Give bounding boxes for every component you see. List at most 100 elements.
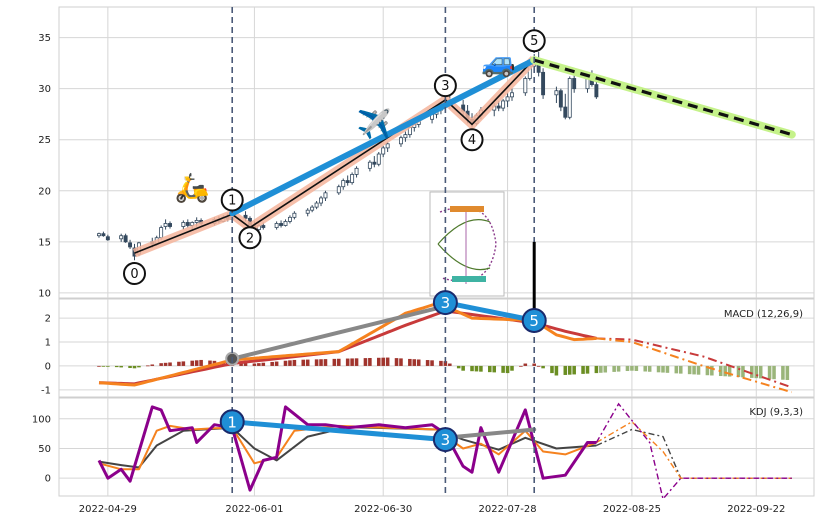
wave-markers: 0 1 2 3 4 5 3 5 1 3 <box>123 29 547 453</box>
y-tick-label: 25 <box>38 135 51 146</box>
y-tick-label: 0 <box>45 361 51 372</box>
candle-body <box>367 161 372 169</box>
candle-body <box>119 235 124 240</box>
macd-histogram-bar <box>754 365 759 379</box>
macd-histogram-bar <box>599 365 603 373</box>
macd-histogram-bar <box>523 363 528 366</box>
y-tick-label: 50 <box>38 444 51 455</box>
macd-gridlines <box>59 299 814 397</box>
price-y-ticks: 10 15 20 25 30 35 <box>38 33 51 299</box>
candle-body <box>243 214 248 219</box>
macd-blue-trend-line <box>442 300 537 323</box>
macd-histogram-bar <box>567 365 572 375</box>
macd-histogram-bar <box>314 359 319 366</box>
macd-histogram-bar <box>603 365 608 373</box>
wave-point-marker <box>220 188 244 212</box>
candle-body <box>314 202 319 208</box>
macd-histogram-bar <box>350 358 354 366</box>
macd-histogram-bar <box>319 359 323 366</box>
y-tick-label: 0 <box>45 474 51 485</box>
candle-body <box>159 227 164 239</box>
macd-histogram-bar <box>101 365 106 367</box>
macd-wave-marker <box>521 308 547 334</box>
macd-histogram-bar <box>479 365 483 372</box>
macd-histogram-bar <box>146 365 150 367</box>
macd-histogram-bar <box>368 357 372 366</box>
macd-lines <box>98 300 793 394</box>
candle-body <box>319 197 323 204</box>
macd-panel: -1 0 1 2 MACD (12,26,9) <box>41 298 815 398</box>
wave-point-label: 2 <box>246 231 254 246</box>
macd-histogram-bar <box>270 361 274 366</box>
macd-histogram-bar <box>132 365 137 369</box>
macd-histogram-bar <box>554 365 559 376</box>
kdj-wave-marker-label: 3 <box>441 431 451 449</box>
forecast-line <box>533 58 793 137</box>
candle-body <box>97 233 101 237</box>
macd-histogram <box>97 357 790 381</box>
macd-histogram-bar <box>190 360 195 366</box>
macd-histogram-bar <box>656 365 661 373</box>
macd-y-ticks: -1 0 1 2 <box>41 314 51 397</box>
wave-point-marker <box>522 29 546 53</box>
candle-body <box>279 223 284 226</box>
macd-histogram-bar <box>376 357 381 366</box>
macd-histogram-bar <box>337 358 341 366</box>
candle-body <box>345 180 350 184</box>
candle-body <box>310 206 315 211</box>
x-tick-label: 2022-08-25 <box>603 504 661 515</box>
kdj-lines <box>97 402 792 501</box>
macd-histogram-bar <box>323 359 328 366</box>
kdj-panel-frame <box>58 397 815 497</box>
x-tick-label: 2022-04-29 <box>79 504 137 515</box>
candle-body <box>501 100 506 109</box>
macd-histogram-bar <box>501 365 505 373</box>
candle-body <box>572 78 577 90</box>
inset-track <box>437 219 491 271</box>
macd-wave-marker-label: 3 <box>441 294 451 312</box>
macd-histogram-bar <box>257 363 261 366</box>
macd-histogram-bar <box>252 363 257 366</box>
macd-histogram-bar <box>492 365 497 373</box>
macd-histogram-bar <box>430 360 434 366</box>
macd-histogram-bar <box>301 359 306 366</box>
roller-coaster-track-icon <box>429 191 505 297</box>
kdj-wave-marker <box>432 427 458 453</box>
macd-histogram-bar <box>159 363 163 366</box>
macd-histogram-bar <box>616 365 621 372</box>
macd-histogram-bar <box>767 365 772 379</box>
y-tick-label: 10 <box>38 288 51 299</box>
macd-histogram-bar <box>208 360 212 366</box>
macd-histogram-bar <box>758 365 763 379</box>
kdj-j-line-forecast <box>595 402 792 501</box>
price-gridlines <box>59 7 814 298</box>
wave-point-marker <box>433 74 457 98</box>
candle-body <box>287 216 292 222</box>
macd-histogram-bar <box>194 360 199 366</box>
macd-histogram-bar <box>168 362 172 366</box>
inset-train <box>452 276 486 282</box>
candle-body <box>376 153 381 165</box>
macd-histogram-bar <box>634 365 639 371</box>
macd-histogram-bar <box>519 365 523 367</box>
candle-body <box>292 212 297 218</box>
wave-point-marker <box>238 226 262 250</box>
macd-histogram-bar <box>781 365 785 380</box>
macd-histogram-bar <box>710 365 714 376</box>
macd-histogram-bar <box>718 365 723 377</box>
macd-histogram-bar <box>572 365 576 375</box>
candle-body <box>350 174 355 184</box>
macd-dea-forecast-line <box>596 337 793 389</box>
macd-histogram-bar <box>408 358 412 366</box>
macd-histogram-bar <box>363 358 368 366</box>
macd-histogram-bar <box>474 365 479 372</box>
macd-wave-marker <box>432 290 458 316</box>
candle-body <box>163 223 168 227</box>
macd-panel-title: MACD (12,26,9) <box>724 309 803 320</box>
kdj-j-line <box>97 405 597 492</box>
kdj-panel: 0 50 100 KDJ (9,3,3) <box>32 397 815 501</box>
scooter-icon: 🛵 <box>175 171 210 204</box>
macd-histogram-bar <box>119 365 123 368</box>
